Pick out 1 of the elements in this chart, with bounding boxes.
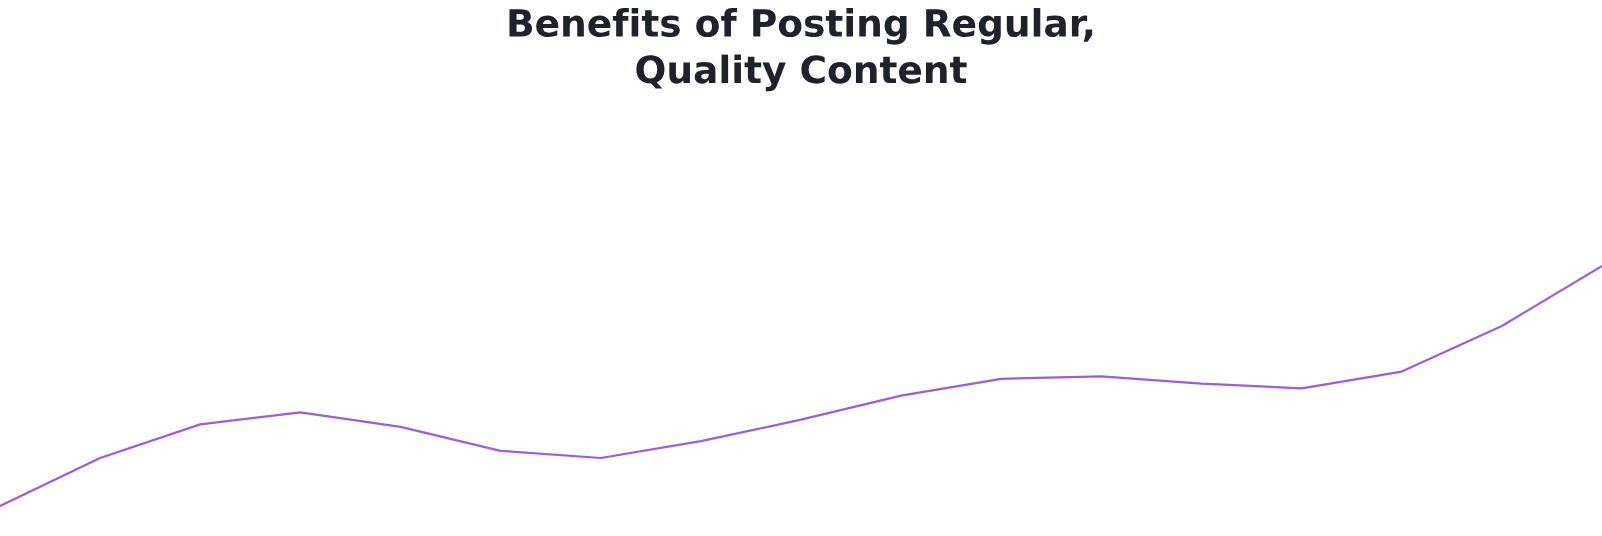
chart-title: Benefits of Posting Regular, Quality Content: [509, 8, 1093, 92]
